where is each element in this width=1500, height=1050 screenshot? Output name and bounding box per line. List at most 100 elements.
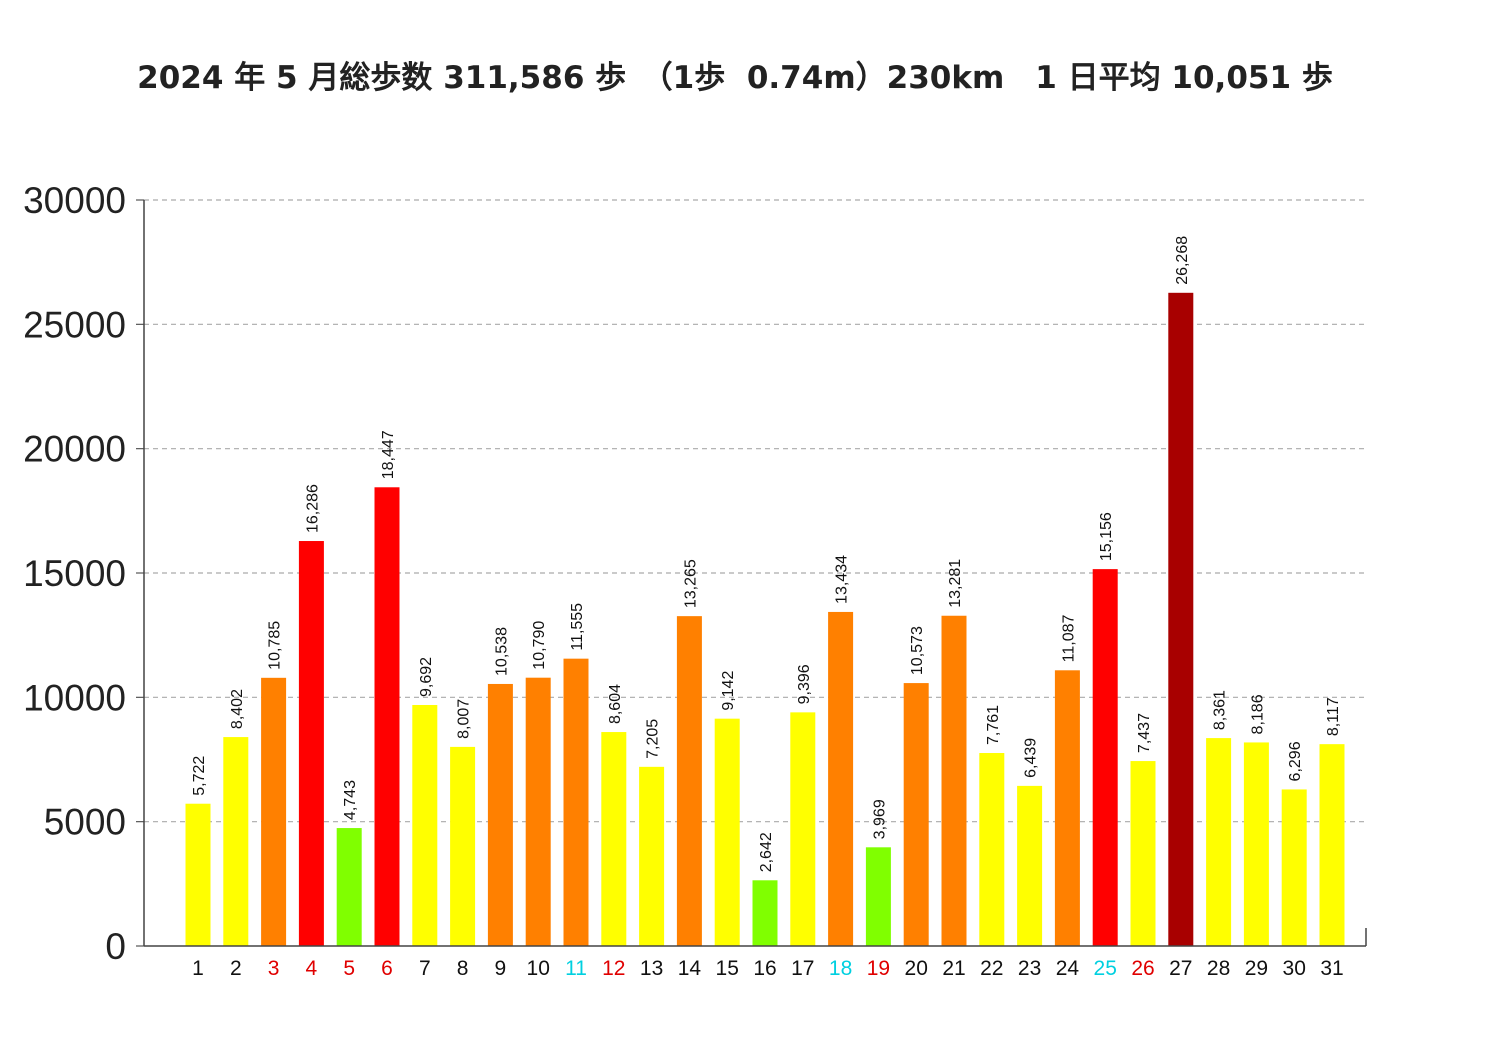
chart-title: 2024 年 5 月総歩数 311,586 歩 （1歩 0.74m）230km … [137, 60, 1333, 96]
x-tick-label: 1 [192, 957, 204, 980]
bar [1017, 785, 1043, 946]
bar [941, 615, 967, 946]
x-tick-label: 11 [565, 957, 587, 980]
value-label: 7,761 [985, 705, 1002, 745]
value-label: 26,268 [1174, 236, 1191, 285]
value-label: 9,142 [720, 671, 737, 711]
x-tick-label: 21 [942, 957, 965, 980]
bar [374, 487, 400, 946]
x-tick-label: 20 [905, 957, 928, 980]
bar [601, 732, 627, 946]
value-label: 5,722 [191, 756, 208, 796]
y-tick-label: 5000 [44, 802, 126, 843]
x-tick-label: 7 [419, 957, 431, 980]
bar [865, 847, 891, 946]
bar [336, 828, 362, 946]
x-tick-label: 19 [867, 957, 890, 980]
value-label: 7,437 [1136, 713, 1153, 753]
bar [676, 616, 702, 946]
bar [1243, 742, 1269, 946]
value-label: 13,434 [834, 555, 851, 604]
y-tick-label: 10000 [23, 677, 126, 718]
y-tick-label: 20000 [23, 429, 126, 470]
bar [752, 880, 778, 946]
value-label: 13,281 [947, 559, 964, 608]
y-tick-label: 25000 [23, 304, 126, 345]
value-labels: 5,722 8,402 10,785 16,286 4,743 18,447 9,692 8,… [191, 236, 1342, 873]
x-tick-label: 12 [602, 957, 625, 980]
gridlines [144, 199, 1366, 823]
bar [1206, 738, 1232, 946]
x-tick-label: 22 [980, 957, 1003, 980]
bar [1168, 292, 1194, 947]
x-tick-label: 17 [791, 957, 814, 980]
value-label: 16,286 [304, 484, 321, 533]
bar [487, 683, 513, 946]
x-tick-label: 16 [753, 957, 776, 980]
value-label: 10,785 [267, 621, 284, 670]
bar [525, 677, 551, 946]
value-label: 3,969 [871, 799, 888, 839]
y-tick-label: 15000 [23, 553, 126, 594]
x-tick-label: 27 [1169, 957, 1192, 980]
bar [1281, 789, 1307, 946]
value-label: 6,439 [1023, 738, 1040, 778]
value-label: 10,790 [531, 621, 548, 670]
bar [903, 683, 929, 946]
value-label: 8,186 [1249, 694, 1266, 734]
x-tick-label: 25 [1094, 957, 1117, 980]
value-label: 18,447 [380, 430, 397, 479]
value-label: 15,156 [1098, 512, 1115, 561]
bar [298, 541, 324, 946]
x-tick-label: 10 [527, 957, 550, 980]
bar [1092, 569, 1118, 946]
y-axis-ticks: 0 5000 10000 15000 20000 25000 30000 [23, 180, 144, 967]
value-label: 9,396 [796, 664, 813, 704]
bar [979, 753, 1005, 946]
bars [185, 292, 1345, 947]
x-tick-label: 24 [1056, 957, 1080, 980]
value-label: 8,402 [229, 689, 246, 729]
bar [450, 746, 476, 946]
x-tick-label: 30 [1283, 957, 1306, 980]
x-tick-label: 9 [495, 957, 507, 980]
x-tick-label: 29 [1245, 957, 1268, 980]
value-label: 6,296 [1287, 741, 1304, 781]
x-tick-label: 3 [268, 957, 280, 980]
bar [714, 718, 740, 946]
x-tick-label: 14 [678, 957, 702, 980]
x-tick-label: 2 [230, 957, 242, 980]
value-label: 10,573 [909, 626, 926, 675]
bar [828, 611, 854, 946]
x-tick-label: 23 [1018, 957, 1041, 980]
value-label: 4,743 [342, 780, 359, 820]
bar [261, 677, 287, 946]
y-tick-label: 0 [105, 926, 126, 967]
bar [639, 766, 665, 946]
value-label: 8,117 [1325, 697, 1342, 736]
bar [790, 712, 816, 946]
bar [1054, 670, 1080, 946]
value-label: 8,604 [607, 684, 624, 724]
x-tick-label: 31 [1320, 957, 1343, 980]
x-tick-label: 15 [716, 957, 739, 980]
value-label: 7,205 [645, 719, 662, 759]
x-tick-label: 5 [343, 957, 355, 980]
bar [185, 803, 211, 946]
x-tick-label: 18 [829, 957, 852, 980]
bar [563, 658, 589, 946]
bar [1319, 744, 1345, 946]
value-label: 13,265 [682, 559, 699, 608]
x-tick-label: 28 [1207, 957, 1230, 980]
x-tick-label: 13 [640, 957, 663, 980]
x-axis-ticks: 1 2 3 4 5 6 7 8 9 10 11 12 13 14 15 16 17 18 19 20 21 22 23 24 2… [192, 957, 1344, 980]
value-label: 2,642 [758, 832, 775, 872]
value-label: 10,538 [493, 627, 510, 676]
bar [1130, 761, 1156, 946]
value-label: 8,007 [456, 699, 473, 739]
x-tick-label: 8 [457, 957, 469, 980]
x-tick-label: 4 [306, 957, 318, 980]
value-label: 11,087 [1060, 614, 1077, 662]
x-tick-label: 6 [381, 957, 393, 980]
